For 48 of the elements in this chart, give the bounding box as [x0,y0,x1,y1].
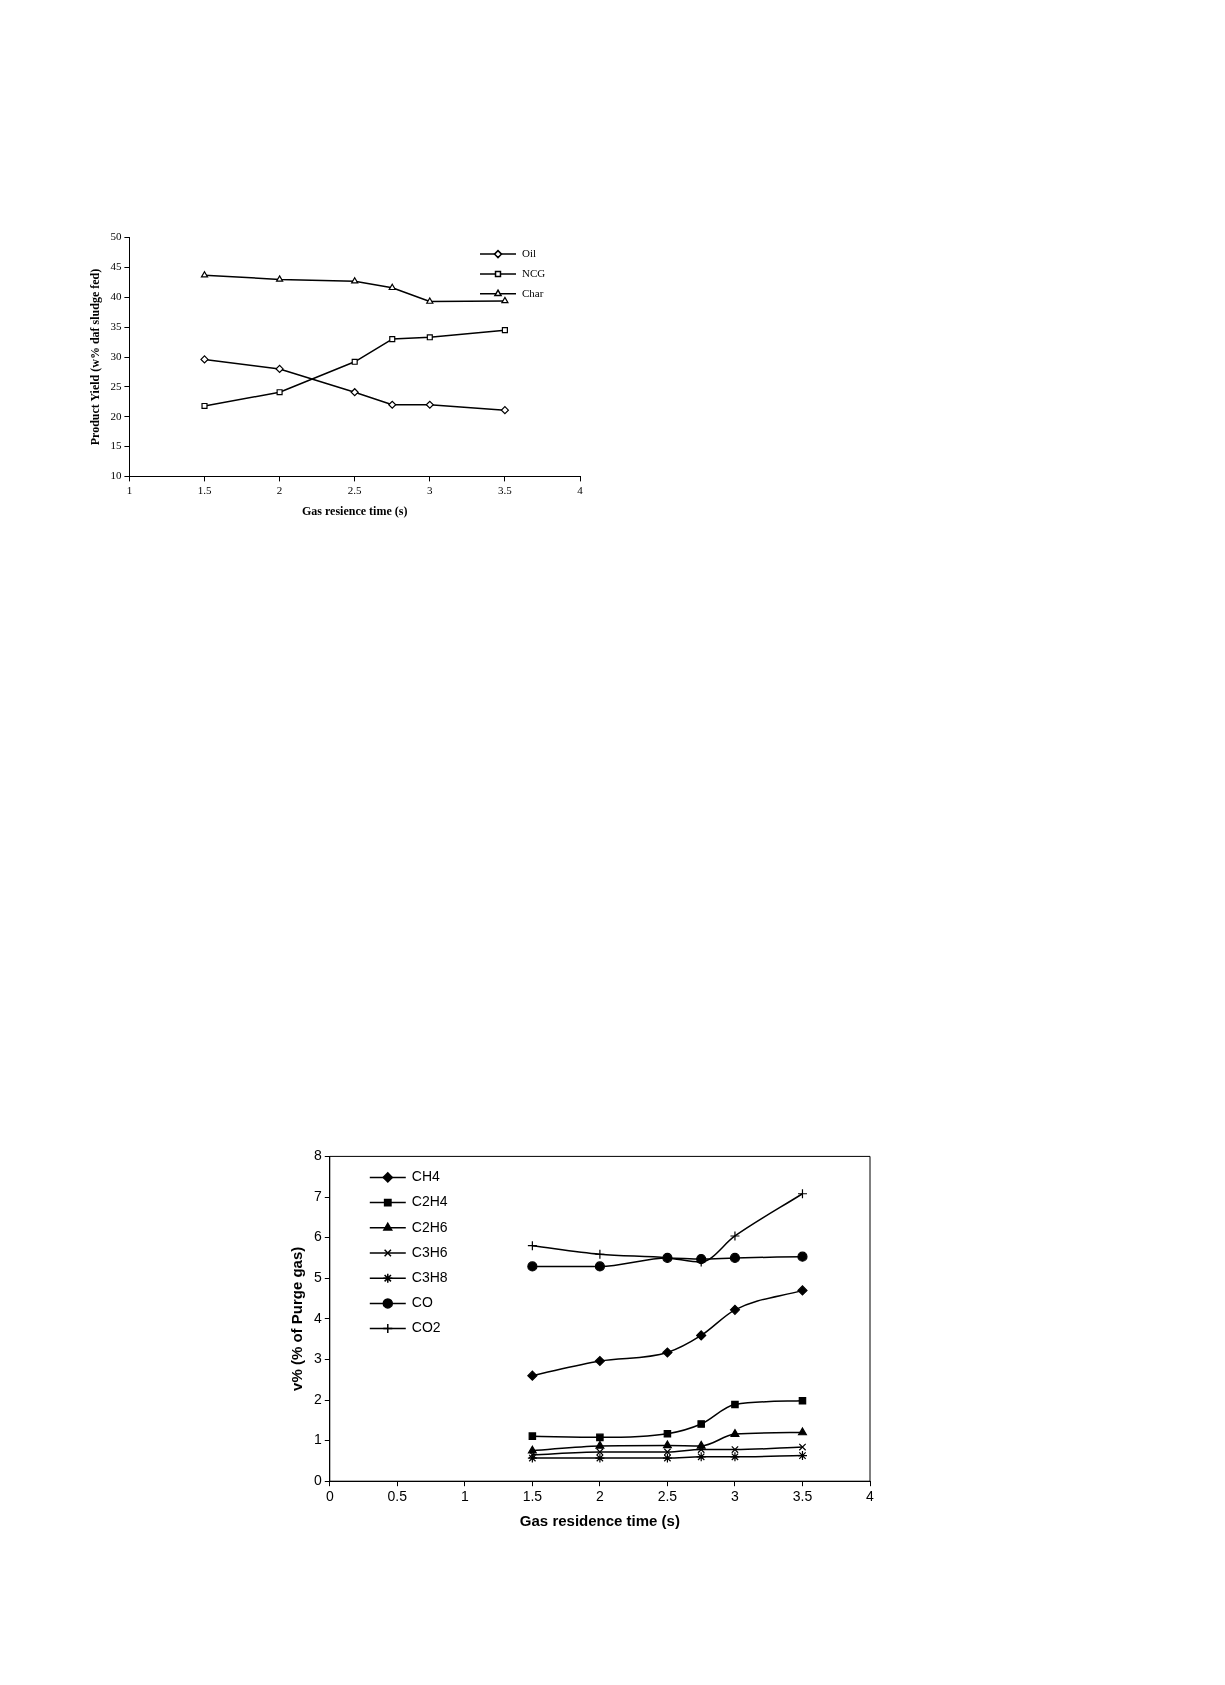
x-tick-label: 2.5 [347,483,363,496]
x-tick-label: 2 [276,483,283,496]
legend-label: C2H6 [411,1218,448,1235]
legend-label: CO [411,1294,433,1311]
y-tick-label: 3 [313,1350,322,1367]
y-tick-label: 1 [313,1431,322,1448]
x-tick-label: 3.5 [792,1488,813,1505]
y-tick-label: 7 [313,1187,322,1204]
x-tick-label: 1.5 [197,483,212,496]
x-tick-label: 0 [325,1488,334,1505]
x-tick-label: 2.5 [657,1488,678,1505]
y-tick-label: 8 [313,1147,322,1164]
x-axis-title: Gas resience time (s) [301,503,408,518]
legend-label: C3H8 [411,1269,448,1286]
y-tick-label: 35 [110,320,122,333]
y-tick-label: 6 [313,1228,322,1245]
legend-label: Oil [522,246,537,259]
y-tick-label: 20 [110,409,122,422]
x-tick-label: 3.5 [498,483,513,496]
y-tick-label: 4 [313,1309,322,1326]
y-tick-label: 25 [110,379,122,392]
x-tick-label: 3 [731,1488,740,1505]
y-tick-label: 50 [110,230,122,243]
x-tick-label: 1 [460,1488,469,1505]
legend-label: Char [522,286,544,299]
x-tick-label: 1 [126,483,133,496]
y-tick-label: 40 [110,290,122,303]
x-axis-title: Gas residence time (s) [519,1512,680,1530]
y-tick-label: 30 [110,349,122,362]
legend-label: CO2 [411,1319,441,1336]
y-axis-title: v% (% of Purge gas) [288,1246,306,1391]
x-tick-label: 4 [866,1488,875,1505]
y-tick-label: 45 [110,260,122,273]
y-tick-label: 15 [110,439,122,452]
y-tick-label: 5 [313,1269,322,1286]
y-tick-label: 0 [313,1472,322,1489]
y-tick-label: 10 [110,469,122,482]
legend-label: C3H6 [411,1243,448,1260]
x-tick-label: 0.5 [387,1488,408,1505]
x-tick-label: 3 [427,483,434,496]
legend-label: NCG [522,266,546,279]
x-tick-label: 4 [577,483,584,496]
legend-label: CH4 [411,1168,441,1185]
x-tick-label: 1.5 [522,1488,543,1505]
legend-label: C2H4 [411,1193,448,1210]
x-tick-label: 2 [595,1488,604,1505]
y-tick-label: 2 [313,1390,322,1407]
y-axis-title: Product Yield (w% daf sludge fed) [88,268,103,446]
